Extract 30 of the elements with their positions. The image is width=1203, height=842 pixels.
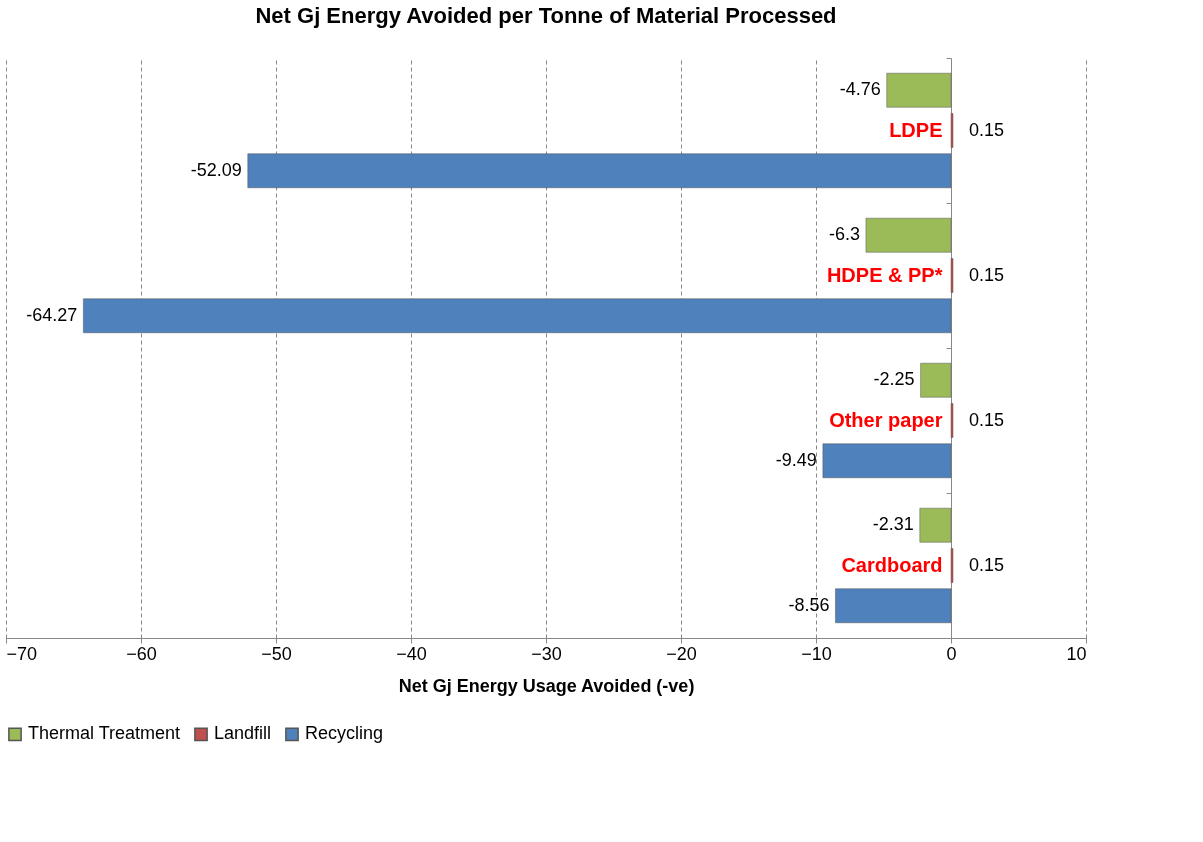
- data-label: -2.25: [873, 369, 915, 390]
- y-tick-label: Other paper: [829, 409, 943, 431]
- data-label: -2.31: [872, 514, 914, 535]
- x-tick-label: 0: [946, 643, 957, 664]
- data-label: 0.15: [969, 119, 1005, 140]
- y-tick-label: Cardboard: [841, 554, 943, 576]
- data-label: -4.76: [839, 79, 881, 100]
- legend-label: Landfill: [214, 723, 272, 744]
- legend-label: Recycling: [305, 723, 384, 744]
- legend-label: Thermal Treatment: [28, 723, 181, 744]
- data-label: 0.15: [969, 554, 1005, 575]
- data-label: 0.15: [969, 409, 1005, 430]
- x-tick-label: −70: [6, 643, 38, 664]
- data-label: -6.3: [828, 224, 860, 245]
- data-label: -8.56: [788, 594, 830, 615]
- x-tick-label: −10: [801, 643, 832, 664]
- x-tick-label: −50: [261, 643, 292, 664]
- x-tick-label: −30: [531, 643, 562, 664]
- data-label: 0.15: [969, 264, 1005, 285]
- data-label: -64.27: [26, 304, 78, 325]
- x-tick-label: −40: [396, 643, 427, 664]
- y-tick-label: LDPE: [889, 119, 943, 141]
- x-tick-label: −20: [666, 643, 697, 664]
- data-label: -52.09: [190, 159, 242, 180]
- chart-title: Net Gj Energy Avoided per Tonne of Material Processed: [255, 3, 837, 28]
- x-tick-label: 10: [1066, 643, 1087, 664]
- data-label: -9.49: [775, 449, 817, 470]
- x-axis-title: Net Gj Energy Usage Avoided (-ve): [398, 675, 695, 696]
- y-tick-label: HDPE & PP*: [826, 264, 943, 286]
- x-tick-label: −60: [126, 643, 157, 664]
